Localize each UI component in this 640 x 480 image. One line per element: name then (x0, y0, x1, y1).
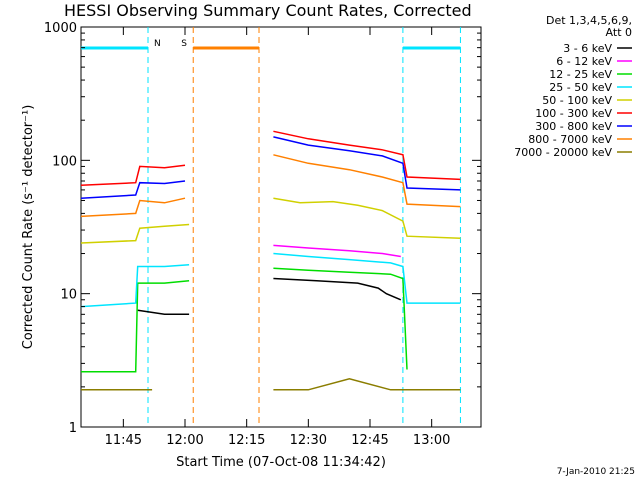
x-tick-label: 13:00 (413, 433, 450, 448)
series-line-3-6-kev (137, 309, 190, 316)
series-line-7000-20000-kev (273, 378, 461, 391)
legend-entry-25-50-kev: 25 - 50 keV (549, 81, 612, 94)
legend-entry-6-12-kev: 6 - 12 keV (556, 55, 612, 68)
legend-entry-12-25-kev: 12 - 25 keV (549, 68, 612, 81)
x-tick-label: 12:00 (166, 433, 203, 448)
footer-date: 7-Jan-2010 21:25 (557, 467, 635, 477)
series-line-25-50-kev (273, 252, 461, 304)
y-axis-label: Corrected Count Rate (s⁻¹ detector⁻¹) (21, 105, 36, 350)
series-line-300-800-kev (80, 180, 186, 199)
y-tick-label: 100 (52, 154, 77, 169)
legend-entry-300-800-kev: 300 - 800 keV (535, 120, 612, 133)
series-line-3-6-kev (273, 277, 402, 301)
series-lines (80, 130, 461, 391)
y-tick-label: 10 (60, 288, 77, 303)
series-line-100-300-kev (273, 130, 461, 181)
series-line-50-100-kev (80, 223, 190, 244)
flag-label-s: S (181, 39, 187, 49)
y-tick-label: 1 (69, 421, 77, 436)
y-tick-label: 1000 (44, 21, 77, 36)
series-line-12-25-kev (273, 267, 408, 370)
legend-entry-800-7000-kev: 800 - 7000 keV (528, 133, 612, 146)
legend-header: Att 0 (606, 26, 632, 39)
series-line-50-100-kev (273, 197, 461, 240)
legend-header: Det 1,3,4,5,6,9, (546, 14, 632, 27)
series-line-25-50-kev (80, 263, 190, 308)
series-line-6-12-kev (273, 244, 401, 258)
x-tick-label: 11:45 (105, 433, 142, 448)
axes: 11:45 12:00 12:15 12:30 12:45 13:00 1 10 100 1000 (44, 21, 481, 448)
legend-entry-7000-20000-kev: 7000 - 20000 keV (514, 146, 612, 159)
plot-frame (80, 26, 482, 428)
series-line-300-800-kev (273, 136, 461, 191)
series-line-100-300-kev (80, 164, 186, 187)
x-tick-label: 12:45 (351, 433, 388, 448)
legend-entry-100-300-kev: 100 - 300 keV (535, 107, 612, 120)
series-line-800-7000-kev (80, 197, 186, 218)
x-axis-label: Start Time (07-Oct-08 11:34:42) (176, 455, 386, 470)
chart-title: HESSI Observing Summary Count Rates, Cor… (64, 1, 472, 20)
series-line-12-25-kev (81, 279, 190, 373)
legend-entry-50-100-kev: 50 - 100 keV (542, 94, 612, 107)
flag-label-n: N (154, 39, 161, 49)
legend-entry-3-6-kev: 3 - 6 keV (563, 42, 612, 55)
x-tick-label: 12:30 (290, 433, 327, 448)
x-tick-label: 12:15 (228, 433, 265, 448)
series-line-800-7000-kev (273, 154, 461, 208)
